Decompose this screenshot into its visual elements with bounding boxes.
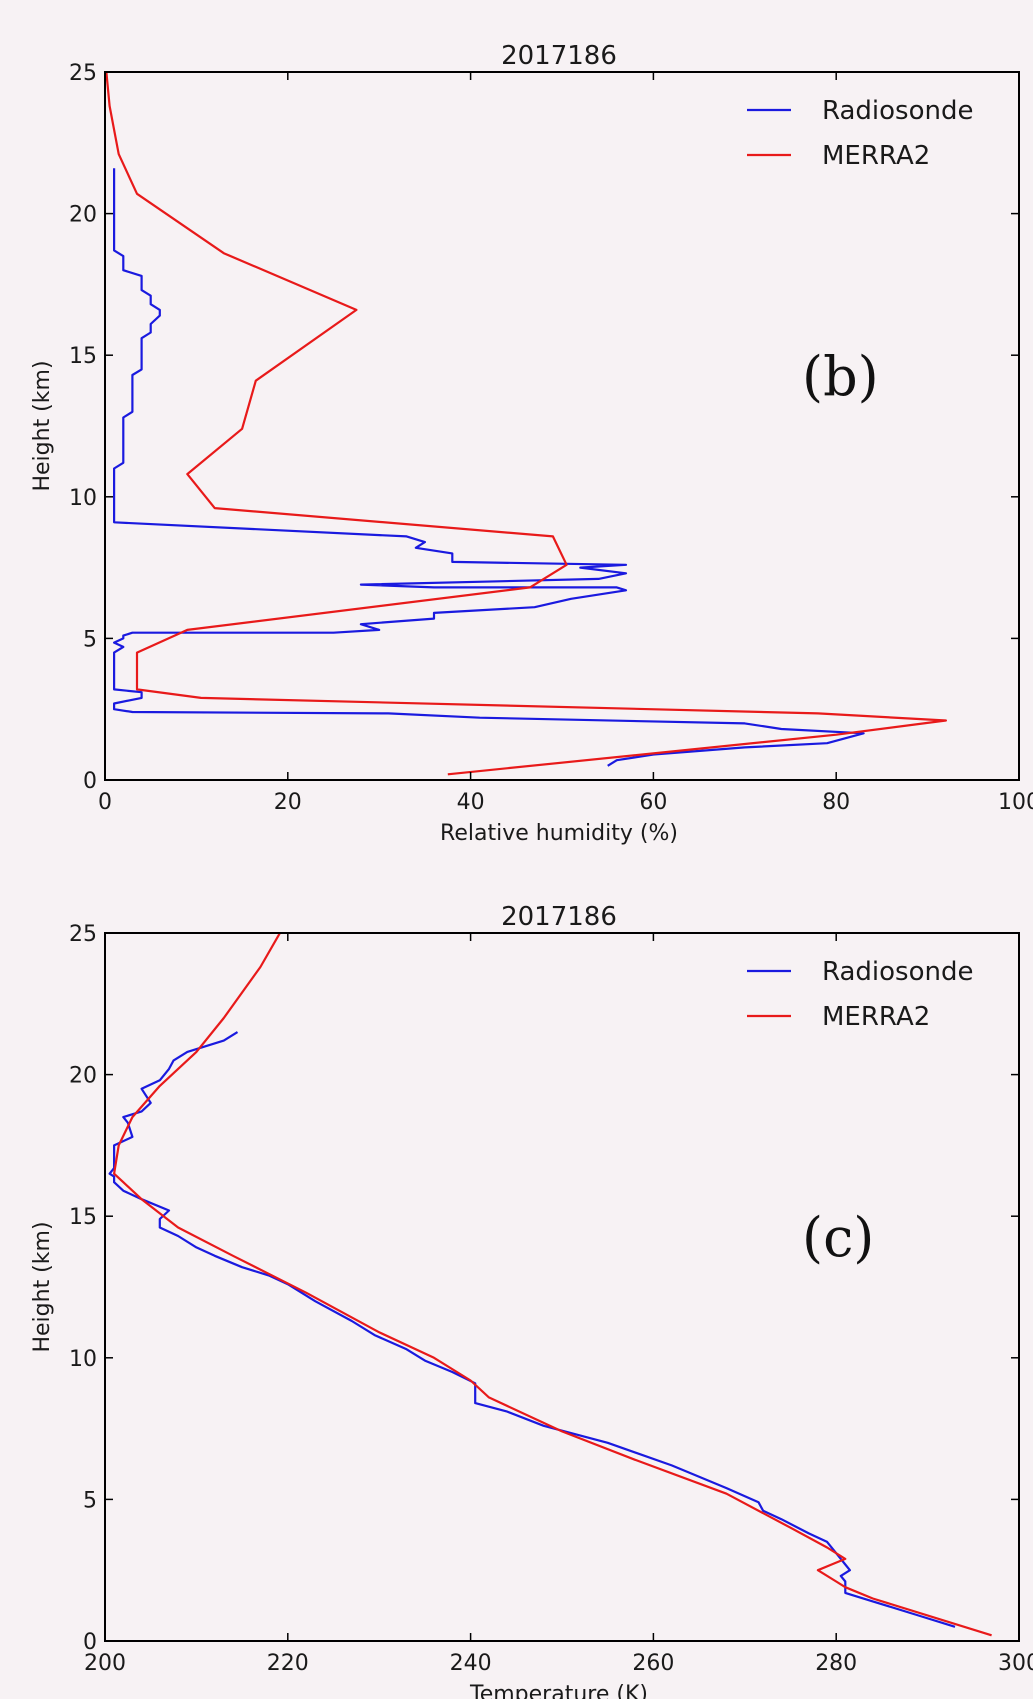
plot-area — [105, 72, 1019, 780]
y-tick-label: 5 — [83, 1488, 97, 1513]
y-tick-label: 15 — [69, 344, 97, 369]
y-tick-label: 20 — [69, 203, 97, 228]
y-tick-label: 5 — [83, 627, 97, 652]
x-tick-label: 100 — [998, 790, 1033, 815]
series-line-radiosonde — [108, 1031, 956, 1628]
x-tick-label: 240 — [450, 1651, 492, 1676]
y-tick-label: 20 — [69, 1064, 97, 1089]
y-tick-label: 0 — [83, 1630, 97, 1655]
x-axis-label: Relative humidity (%) — [440, 821, 678, 846]
x-tick-label: 40 — [457, 790, 485, 815]
legend-label: MERRA2 — [822, 1002, 930, 1032]
x-tick-label: 220 — [267, 1651, 309, 1676]
legend-label: MERRA2 — [822, 141, 930, 171]
series-line-merra2 — [112, 933, 992, 1637]
legend-label: Radiosonde — [822, 96, 974, 126]
x-tick-label: 200 — [84, 1651, 126, 1676]
chart-title: 2017186 — [501, 902, 617, 932]
plot-area — [105, 933, 1019, 1641]
y-axis-label: Height (km) — [30, 1221, 55, 1352]
y-tick-label: 10 — [69, 486, 97, 511]
series-line-merra2 — [105, 72, 948, 776]
panel-annotation: (c) — [802, 1206, 874, 1269]
y-tick-label: 25 — [69, 61, 97, 86]
legend: Radiosonde MERRA2 — [747, 957, 974, 1032]
x-tick-label: 80 — [822, 790, 850, 815]
y-tick-label: 25 — [69, 922, 97, 947]
x-tick-label: 260 — [632, 1651, 674, 1676]
x-tick-label: 280 — [815, 1651, 857, 1676]
x-tick-label: 0 — [98, 790, 112, 815]
panel-annotation: (b) — [802, 345, 879, 408]
plot-frame — [104, 932, 1020, 1642]
x-tick-label: 60 — [639, 790, 667, 815]
chart-title: 2017186 — [501, 41, 617, 71]
x-tick-label: 20 — [274, 790, 302, 815]
legend: Radiosonde MERRA2 — [747, 96, 974, 171]
chart-panel-humidity: 0 20 40 60 80 100 0 5 10 15 20 25 2017186 Relative hu… — [30, 41, 1033, 846]
legend-label: Radiosonde — [822, 957, 974, 987]
chart-panel-temperature: 200 220 240 260 280 300 0 5 10 15 20 25 2017186 Tempe… — [30, 902, 1033, 1699]
series-group — [105, 72, 948, 776]
x-axis-label: Temperature (K) — [469, 1682, 648, 1699]
y-tick-label: 15 — [69, 1205, 97, 1230]
series-group — [108, 933, 992, 1637]
plot-frame — [104, 71, 1020, 781]
y-tick-label: 10 — [69, 1347, 97, 1372]
y-axis-label: Height (km) — [30, 360, 55, 491]
x-tick-label: 300 — [998, 1651, 1033, 1676]
y-tick-label: 0 — [83, 769, 97, 794]
